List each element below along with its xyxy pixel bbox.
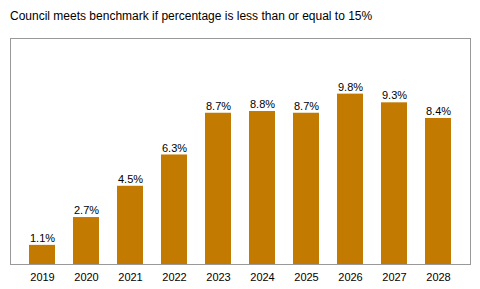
svg-text:2028: 2028 [426, 271, 450, 283]
svg-text:8.7%: 8.7% [206, 100, 231, 112]
svg-text:9.8%: 9.8% [338, 81, 363, 93]
svg-text:2.7%: 2.7% [74, 204, 99, 216]
svg-text:2021: 2021 [118, 271, 142, 283]
svg-text:8.7%: 8.7% [294, 100, 319, 112]
svg-text:4.5%: 4.5% [118, 173, 143, 185]
svg-text:1.1%: 1.1% [30, 232, 55, 244]
svg-text:2020: 2020 [74, 271, 98, 283]
svg-text:2025: 2025 [294, 271, 318, 283]
svg-text:2027: 2027 [382, 271, 406, 283]
svg-text:2022: 2022 [162, 271, 186, 283]
svg-text:8.4%: 8.4% [426, 105, 451, 117]
svg-text:9.3%: 9.3% [382, 89, 407, 101]
svg-text:2026: 2026 [338, 271, 362, 283]
html-text:Council meets benchmark if per: Council meets benchmark if percentage is… [10, 9, 373, 23]
svg-text:6.3%: 6.3% [162, 141, 187, 153]
svg-text:2023: 2023 [206, 271, 230, 283]
svg-text:2024: 2024 [250, 271, 274, 283]
svg-text:8.8%: 8.8% [250, 98, 275, 110]
svg-text:2019: 2019 [30, 271, 54, 283]
